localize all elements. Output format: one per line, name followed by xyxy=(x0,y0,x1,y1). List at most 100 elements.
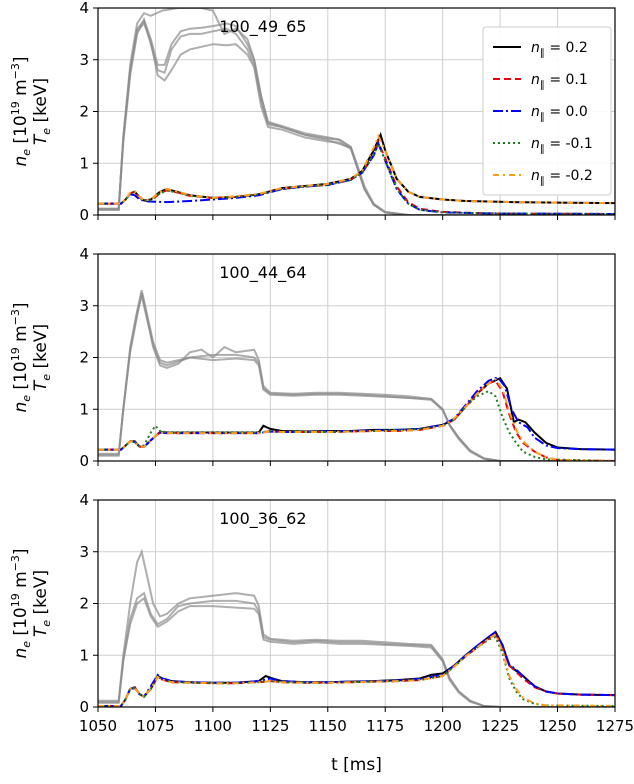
x-tick-label: 1075 xyxy=(136,717,174,735)
legend-label: n∥ = -0.2 xyxy=(531,168,593,187)
legend-label: n∥ = 0.0 xyxy=(531,104,588,123)
y-label-unit: m xyxy=(11,325,31,347)
series-group xyxy=(98,548,615,707)
y-axis-label-density: ne [1019 m−3] xyxy=(9,548,33,658)
ne-series-line xyxy=(98,596,615,707)
x-tick-label: 1225 xyxy=(481,717,519,735)
y-axis-label-temperature: Te [keV] xyxy=(31,78,53,145)
te-series-line xyxy=(98,389,615,461)
y-label-symbol: T xyxy=(31,625,51,637)
y-label-subscript: e xyxy=(40,620,53,627)
y-label-exponent: −3 xyxy=(9,309,22,325)
legend-symbol: n xyxy=(531,104,540,120)
y-label-unit: [keV] xyxy=(31,324,51,374)
x-tick-label: 1150 xyxy=(309,717,347,735)
y-tick-label: 2 xyxy=(79,595,89,613)
y-label-unit: [10 xyxy=(11,607,31,641)
y-label-exponent: −3 xyxy=(9,63,22,79)
legend-symbol: n xyxy=(531,136,540,152)
legend-subscript: ∥ xyxy=(540,144,545,155)
te-series-line xyxy=(98,630,615,707)
legend-value: = -0.1 xyxy=(545,136,593,152)
legend-symbol: n xyxy=(531,40,540,56)
ne-series-line xyxy=(98,548,615,707)
y-tick-label: 3 xyxy=(79,297,89,315)
y-label-exponent: −3 xyxy=(9,555,22,571)
y-tick-label: 1 xyxy=(79,400,89,418)
x-tick-label: 1100 xyxy=(194,717,232,735)
y-label-unit: m xyxy=(11,79,31,101)
y-label-subscript: e xyxy=(20,641,33,648)
legend-label: n∥ = -0.1 xyxy=(531,136,593,155)
series-group xyxy=(98,8,615,215)
y-label-unit: m xyxy=(11,571,31,593)
y-axis-label-density: ne [1019 m−3] xyxy=(9,302,33,412)
te-series-line xyxy=(98,377,615,461)
legend-subscript: ∥ xyxy=(540,176,545,187)
legend-value: = 0.2 xyxy=(545,40,588,56)
legend-label: n∥ = 0.1 xyxy=(531,72,588,91)
y-label-symbol: T xyxy=(31,133,51,145)
y-tick-label: 4 xyxy=(79,0,89,17)
y-label-exponent: 19 xyxy=(9,593,22,607)
series-group xyxy=(98,289,615,461)
x-axis-label: t [ms] xyxy=(331,755,382,775)
legend-subscript: ∥ xyxy=(540,112,545,123)
te-series-line xyxy=(98,375,615,451)
y-tick-label: 4 xyxy=(79,245,89,263)
te-series-line xyxy=(98,635,615,707)
y-label-unit: [10 xyxy=(11,361,31,395)
ne-series-line xyxy=(98,591,615,707)
y-tick-label: 1 xyxy=(79,154,89,172)
te-series-line xyxy=(98,133,615,205)
y-label-symbol: T xyxy=(31,379,51,391)
x-tick-label: 1250 xyxy=(538,717,576,735)
y-label-exponent: 19 xyxy=(9,347,22,361)
legend-value: = 0.0 xyxy=(545,104,588,120)
y-label-symbol: n xyxy=(11,156,31,167)
y-tick-label: 0 xyxy=(79,206,89,224)
y-tick-label: 2 xyxy=(79,103,89,121)
y-label-unit: [keV] xyxy=(31,78,51,128)
y-label-unit: ] xyxy=(11,302,31,309)
y-label-symbol: n xyxy=(11,402,31,413)
y-label-subscript: e xyxy=(20,149,33,156)
panel-title: 100_44_64 xyxy=(219,263,306,283)
y-label-subscript: e xyxy=(20,395,33,402)
y-tick-label: 0 xyxy=(79,698,89,716)
y-label-unit: [10 xyxy=(11,115,31,149)
te-series-line xyxy=(98,140,615,215)
y-label-unit: ] xyxy=(11,548,31,555)
x-tick-label: 1125 xyxy=(251,717,289,735)
x-tick-label: 1050 xyxy=(79,717,117,735)
y-axis-label-temperature: Te [keV] xyxy=(31,324,53,391)
legend-symbol: n xyxy=(531,72,540,88)
y-label-exponent: 19 xyxy=(9,101,22,115)
y-label-symbol: n xyxy=(11,648,31,659)
y-tick-label: 4 xyxy=(79,491,89,509)
x-tick-label: 1200 xyxy=(424,717,462,735)
legend-label: n∥ = 0.2 xyxy=(531,40,588,59)
x-tick-label: 1275 xyxy=(596,717,634,735)
y-label-subscript: e xyxy=(40,128,53,135)
y-axis-label-density: ne [1019 m−3] xyxy=(9,56,33,166)
y-tick-label: 2 xyxy=(79,349,89,367)
y-tick-label: 3 xyxy=(79,543,89,561)
panel-title: 100_36_62 xyxy=(219,509,306,529)
legend-value: = 0.1 xyxy=(545,72,588,88)
legend-box xyxy=(482,26,612,196)
te-series-line xyxy=(98,633,615,707)
legend: n∥ = 0.2n∥ = 0.1n∥ = 0.0n∥ = -0.1n∥ = -0… xyxy=(482,26,612,196)
y-axis-label-temperature: Te [keV] xyxy=(31,570,53,637)
ne-series-line xyxy=(98,21,615,215)
y-label-unit: [keV] xyxy=(31,570,51,620)
y-tick-label: 0 xyxy=(79,452,89,470)
y-label-unit: ] xyxy=(11,56,31,63)
legend-symbol: n xyxy=(531,168,540,184)
y-label-subscript: e xyxy=(40,374,53,381)
legend-subscript: ∥ xyxy=(540,48,545,59)
